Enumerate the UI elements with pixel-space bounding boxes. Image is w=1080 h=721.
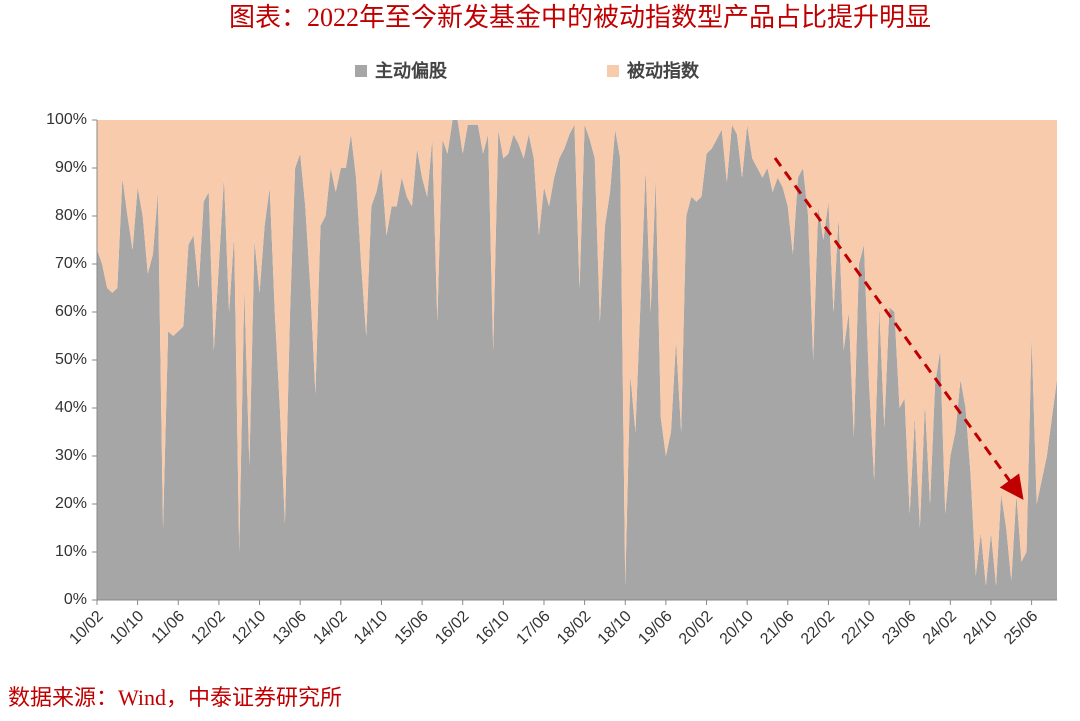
x-tick-label: 13/06 — [270, 608, 310, 648]
x-tick-label: 20/02 — [676, 608, 716, 648]
legend-swatch — [607, 65, 619, 77]
trend-arrow — [773, 157, 1024, 500]
x-tick-label: 22/02 — [798, 608, 838, 648]
y-tick-label: 30% — [55, 447, 87, 464]
x-tick-label: 15/06 — [392, 608, 432, 648]
y-tick-label: 90% — [55, 159, 87, 176]
legend-label: 主动偏股 — [375, 60, 448, 81]
area — [97, 120, 1057, 586]
source-note: 数据来源：Wind，中泰证券研究所 — [8, 685, 342, 710]
x-tick-label: 11/06 — [149, 608, 189, 648]
y-tick-label: 100% — [46, 111, 87, 128]
plot-area: 0% 10% 20% 30% 40% 50% 60% 70% 80% 90% 100% 10/02 10… — [46, 111, 1057, 648]
area — [97, 120, 1057, 600]
y-tick-label: 40% — [55, 399, 87, 416]
y-tick-label: 80% — [55, 207, 87, 224]
y-tick-label: 60% — [55, 303, 87, 320]
legend-label: 被动指数 — [627, 60, 700, 81]
x-tick-label: 10/10 — [107, 608, 147, 648]
x-tick-label: 24/10 — [960, 608, 1000, 648]
x-tick-label: 14/10 — [351, 608, 391, 648]
x-tick-label: 12/02 — [188, 608, 228, 648]
y-tick-label: 0% — [64, 591, 87, 608]
x-tick-label: 23/06 — [879, 608, 919, 648]
x-tick-label: 24/02 — [920, 608, 960, 648]
y-tick-label: 50% — [55, 351, 87, 368]
x-tick-label: 12/10 — [229, 608, 269, 648]
chart-title: 图表：2022年至今新发基金中的被动指数型产品占比提升明显 — [229, 3, 931, 32]
y-tick-label: 20% — [55, 495, 87, 512]
x-tick-label: 17/06 — [513, 608, 553, 648]
x-tick-label: 21/06 — [757, 608, 797, 648]
legend-swatch — [355, 65, 367, 77]
x-tick-label: 18/02 — [554, 608, 594, 648]
x-tick-label: 20/10 — [717, 608, 757, 648]
x-tick-label: 19/06 — [635, 608, 675, 648]
x-tick-label: 10/02 — [66, 608, 106, 648]
x-tick-label: 18/10 — [595, 608, 635, 648]
x-tick-label: 16/10 — [473, 608, 513, 648]
x-tick-label: 22/10 — [839, 608, 879, 648]
y-tick-label: 10% — [55, 543, 87, 560]
x-tick-label: 25/06 — [1001, 608, 1041, 648]
y-tick-label: 70% — [55, 255, 87, 272]
x-tick-label: 16/02 — [432, 608, 472, 648]
x-tick-label: 14/02 — [310, 608, 350, 648]
